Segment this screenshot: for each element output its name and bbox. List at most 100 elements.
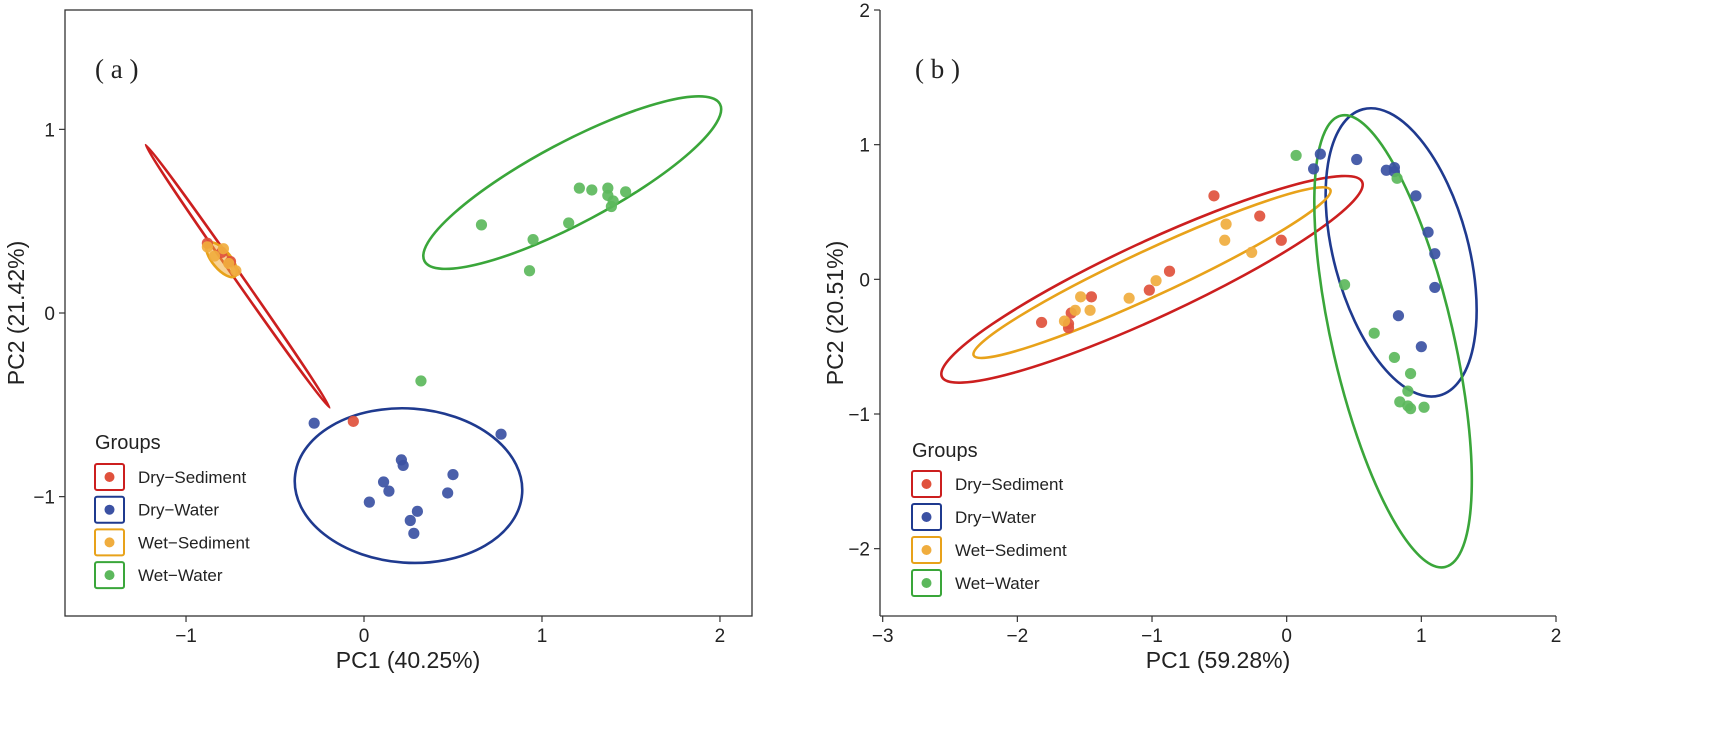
confidence-ellipse-dry-water (1324, 106, 1478, 398)
data-point-dry-water (383, 485, 395, 497)
legend-label: Wet−Sediment (955, 541, 1067, 560)
data-point-wet-water (1404, 368, 1417, 380)
data-point-dry-sediment (347, 415, 359, 427)
data-point-wet-water (1404, 403, 1417, 415)
data-point-dry-sediment (1275, 234, 1287, 246)
data-point-wet-water (415, 375, 427, 387)
data-point-wet-water (607, 195, 619, 207)
legend-key-box (911, 503, 942, 531)
y-axis-title: PC2 (21.42%) (3, 241, 29, 385)
legend-label: Dry−Water (955, 508, 1036, 527)
data-point-wet-water (573, 182, 585, 194)
legend-key-dot (104, 537, 115, 548)
confidence-ellipse-dry-water (293, 406, 524, 565)
data-point-wet-water (1391, 172, 1403, 184)
legend-label: Wet−Water (955, 574, 1040, 593)
data-point-dry-water (363, 496, 375, 508)
legend-item-dry-water: Dry−Water (94, 495, 219, 524)
x-axis-title: PC1 (59.28%) (1146, 647, 1290, 673)
data-point-wet-water (475, 219, 488, 231)
x-tick-label: −1 (1141, 626, 1163, 647)
legend-key-dot (104, 472, 115, 482)
legend-key-dot (921, 479, 932, 489)
legend-label: Dry−Sediment (138, 468, 246, 487)
data-point-dry-water (411, 505, 423, 517)
x-tick-label: 0 (1281, 626, 1292, 647)
confidence-ellipse-wet-water (1313, 113, 1474, 569)
legend-item-wet-water: Wet−Water (94, 561, 223, 590)
data-point-wet-sediment (217, 243, 230, 255)
data-point-dry-sediment (1254, 210, 1266, 222)
data-point-dry-sediment (1085, 291, 1098, 303)
x-tick-label: 1 (1416, 626, 1427, 647)
data-point-dry-sediment (1163, 265, 1176, 277)
x-tick-label: 2 (715, 626, 726, 647)
legend: Groups Dry−Sediment Dry−Water Wet−Sediment W… (911, 440, 1067, 597)
data-point-dry-water (495, 428, 507, 440)
data-point-dry-water (1410, 190, 1422, 202)
x-tick-label: −3 (872, 626, 894, 647)
data-point-wet-water (1368, 327, 1380, 339)
legend-key-box (94, 463, 125, 491)
x-axis-title: PC1 (40.25%) (336, 647, 480, 673)
data-point-wet-water (1338, 279, 1351, 291)
confidence-ellipse-wet-water (422, 95, 723, 271)
data-point-wet-sediment (223, 257, 235, 270)
legend-item-dry-sediment: Dry−Sediment (94, 463, 246, 491)
x-tick-label: 2 (1551, 626, 1562, 647)
confidence-ellipse-dry-sediment (144, 143, 331, 409)
data-point-dry-water (308, 417, 320, 429)
data-point-wet-sediment (208, 250, 221, 262)
y-tick-label: 1 (44, 120, 55, 141)
legend-item-wet-water: Wet−Water (911, 569, 1040, 597)
data-point-wet-sediment (230, 265, 242, 277)
confidence-ellipse-dry-sediment (940, 174, 1365, 384)
panel-label: ( a ) (95, 54, 138, 84)
legend-title: Groups (95, 432, 161, 454)
data-point-dry-water (408, 527, 420, 539)
data-point-dry-water (1429, 248, 1441, 260)
x-tick-label: 0 (359, 626, 370, 647)
legend-item-dry-water: Dry−Water (911, 503, 1036, 531)
legend-key-dot (104, 504, 115, 515)
data-point-wet-sediment (1069, 304, 1081, 316)
legend-item-wet-sediment: Wet−Sediment (911, 536, 1067, 564)
data-point-wet-water (586, 184, 598, 196)
legend: Groups Dry−Sediment Dry−Water Wet−Sediment W… (94, 432, 250, 590)
y-tick-label: 2 (859, 1, 870, 22)
data-point-dry-water (1429, 281, 1441, 294)
data-point-wet-sediment (1219, 234, 1231, 246)
data-point-wet-water (523, 265, 536, 277)
data-point-wet-sediment (1220, 218, 1232, 230)
data-point-dry-water (397, 459, 409, 472)
confidence-ellipse-wet-sediment (972, 185, 1332, 360)
y-tick-label: −1 (848, 405, 870, 426)
data-point-wet-sediment (1084, 304, 1096, 316)
data-point-dry-water (442, 487, 454, 499)
legend-key-box (911, 470, 942, 498)
panel-label: ( b ) (915, 54, 960, 84)
legend-key-box (94, 528, 125, 557)
data-point-wet-sediment (1075, 291, 1087, 303)
data-point-wet-sediment (1058, 315, 1071, 327)
data-point-dry-water (1308, 163, 1320, 175)
data-point-wet-sediment (201, 241, 213, 253)
data-point-wet-water (1418, 401, 1430, 413)
legend-label: Dry−Sediment (955, 475, 1063, 494)
legend-key-dot (104, 570, 115, 581)
y-tick-label: 1 (859, 136, 870, 157)
legend-key-box (94, 495, 125, 524)
y-tick-label: −2 (848, 540, 870, 561)
data-point-dry-water (404, 514, 416, 527)
y-axis-title: PC2 (20.51%) (822, 241, 848, 385)
data-point-wet-water (1388, 351, 1401, 364)
legend-key-dot (921, 512, 932, 522)
data-point-dry-sediment (1208, 190, 1220, 202)
legend-title: Groups (912, 440, 978, 462)
data-point-dry-water (1351, 153, 1363, 166)
data-point-wet-sediment (1123, 292, 1135, 304)
data-point-wet-water (527, 233, 539, 246)
legend-key-box (94, 561, 125, 590)
legend-item-wet-sediment: Wet−Sediment (94, 528, 250, 557)
